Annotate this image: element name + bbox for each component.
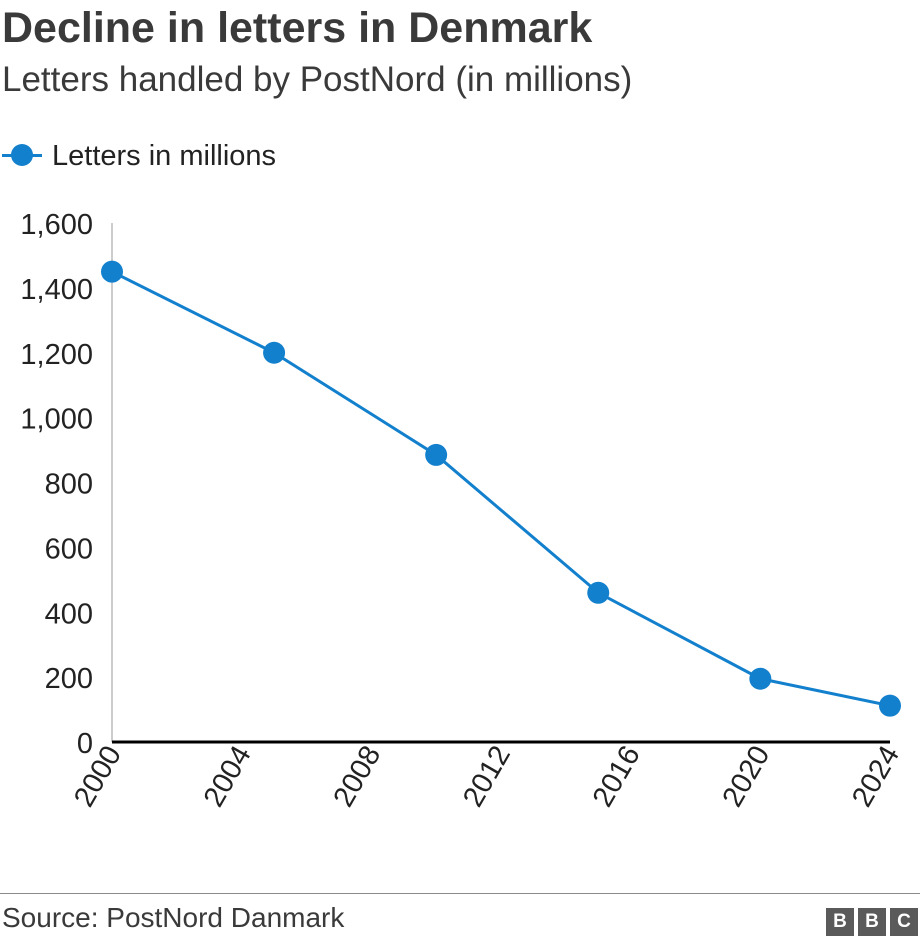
logo-letter: B [826,908,854,936]
y-tick-label: 0 [77,728,93,760]
y-tick-label: 200 [45,663,93,695]
legend-marker-icon [2,136,44,176]
data-point [587,581,610,604]
y-tick-label: 800 [45,469,93,501]
logo-letter: B [858,908,886,936]
legend-label: Letters in millions [52,139,277,172]
source-note: Source: PostNord Danmark [2,902,345,933]
y-tick-label: 600 [45,533,93,565]
data-point [879,694,901,717]
logo-letter: C [890,908,918,936]
y-tick-label: 400 [45,598,93,630]
bbc-logo: B B C [826,908,918,936]
chart-subtitle: Letters handled by PostNord (in millions… [2,60,633,99]
x-tick-label: 2012 [457,741,517,813]
legend-dot [11,144,33,166]
x-tick-label: 2004 [198,741,258,813]
x-tick-label: 2020 [716,741,776,813]
footer-divider [0,893,920,894]
data-point [425,443,448,466]
chart-title: Decline in letters in Denmark [2,4,593,52]
data-point [749,667,772,690]
series-line [111,270,891,708]
x-tick-label: 2016 [587,741,647,813]
y-tick-label: 1,200 [20,339,93,371]
y-tick-label: 1,400 [20,274,93,306]
x-tick-label: 2008 [327,741,387,813]
x-tick-label: 2024 [846,741,906,813]
data-point [263,341,286,364]
y-tick-label: 1,600 [20,209,93,241]
legend: Letters in millions [2,136,276,176]
y-tick-label: 1,000 [20,404,93,436]
data-point [101,260,123,283]
